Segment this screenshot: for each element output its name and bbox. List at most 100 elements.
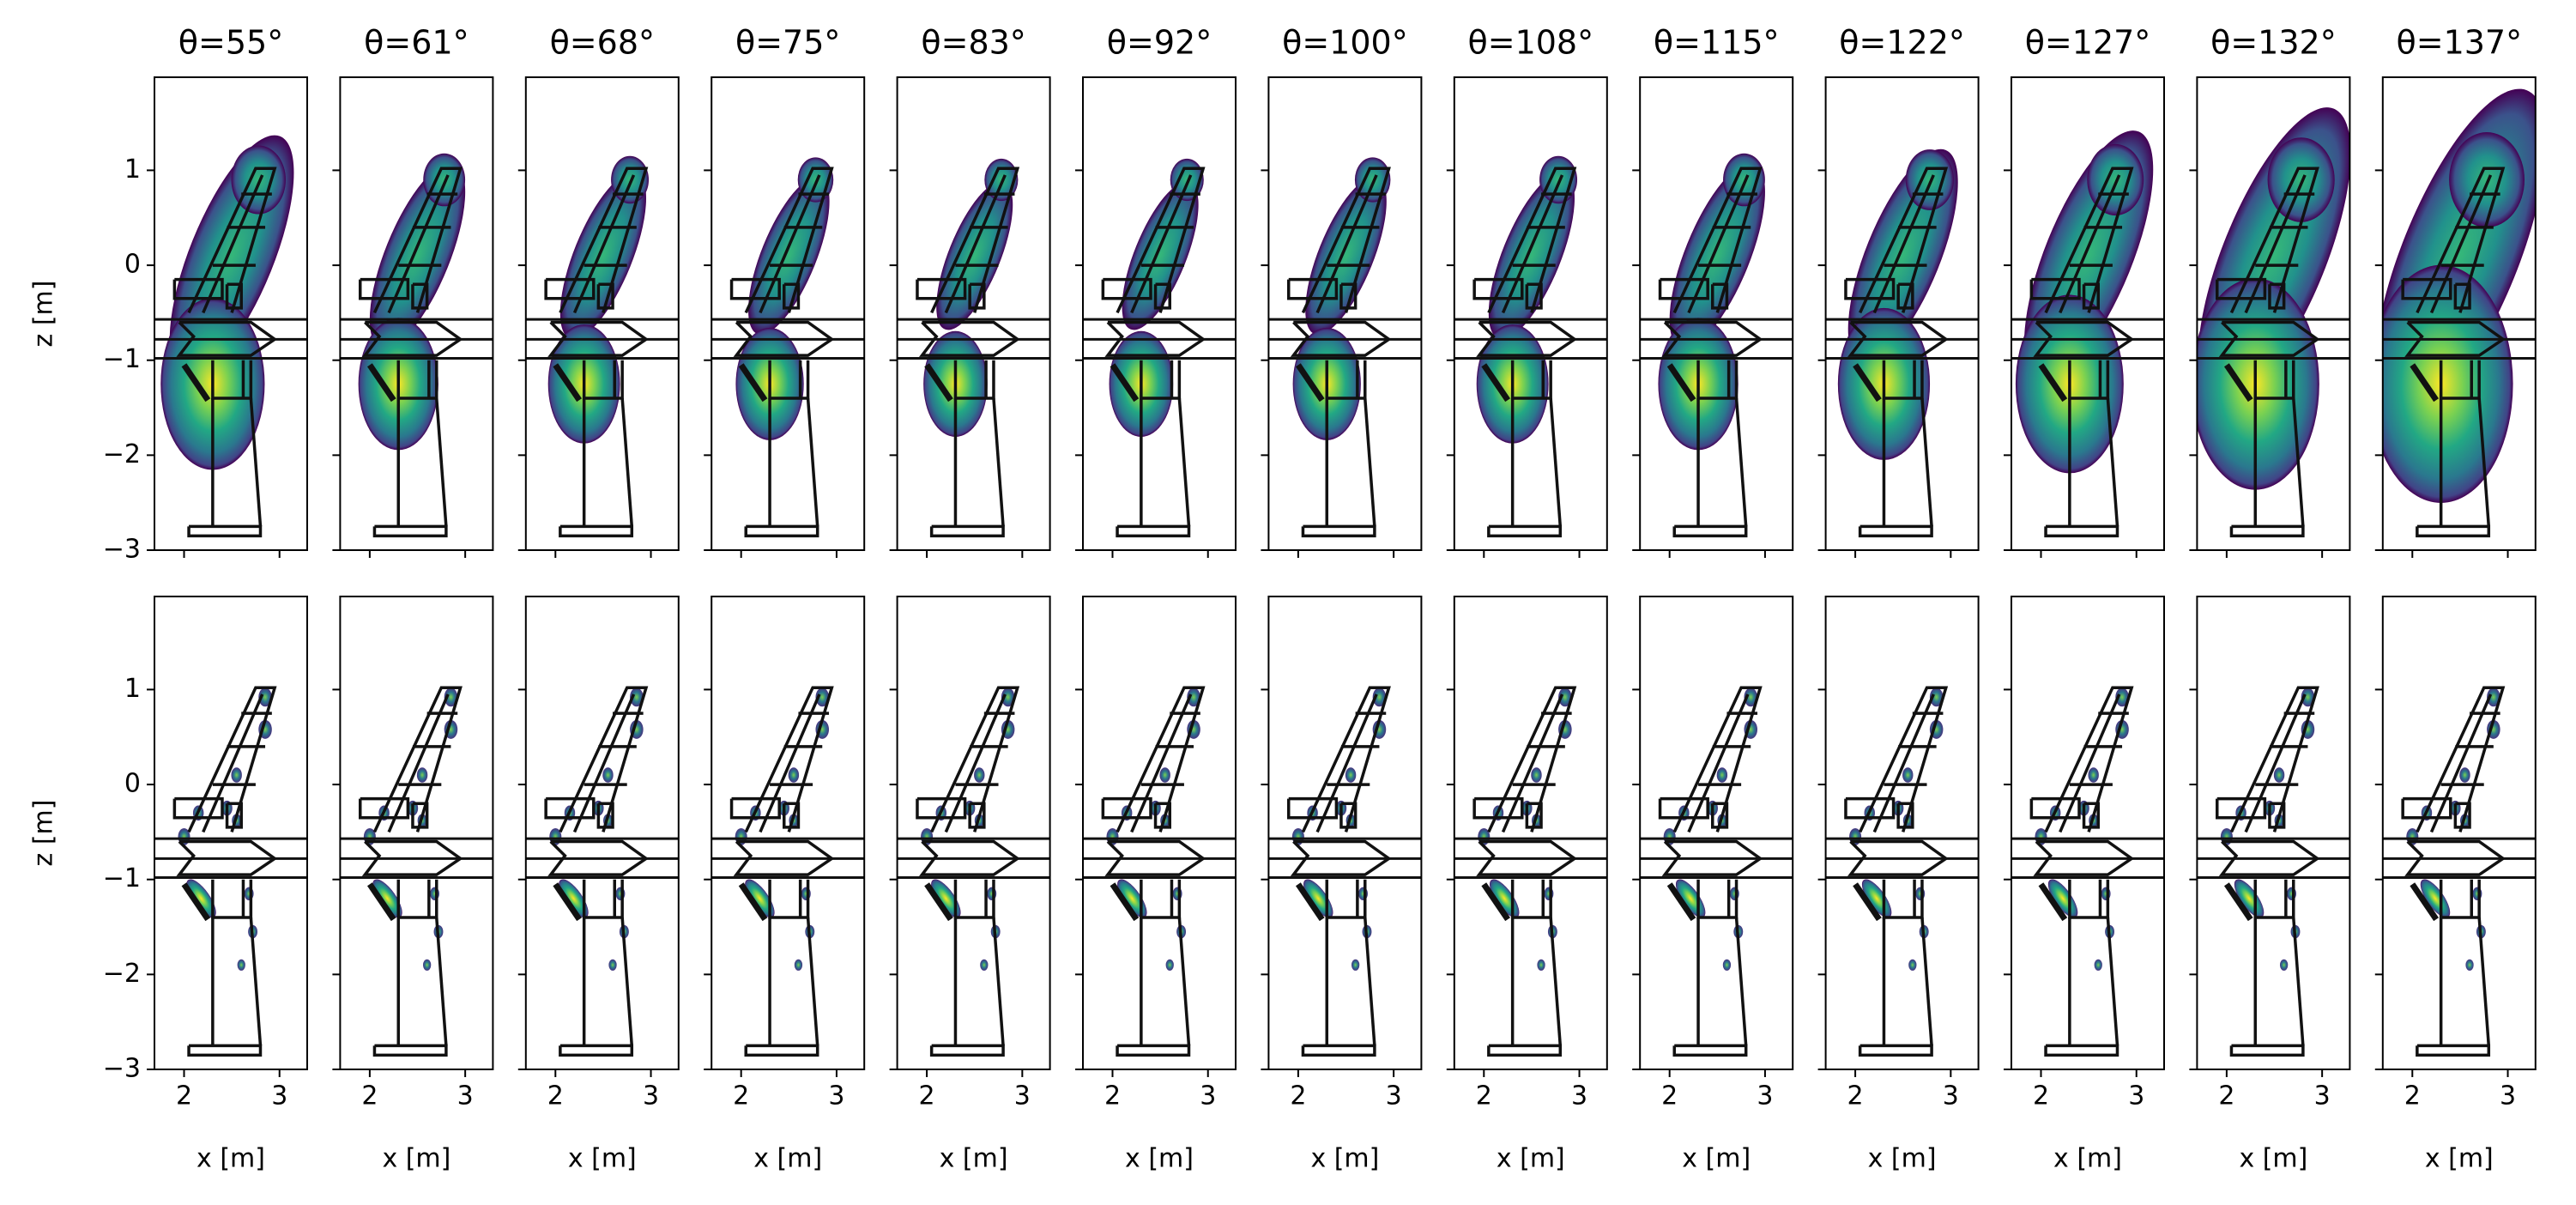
outline: [953, 360, 995, 400]
x-axis-label: x [m]: [1125, 1144, 1194, 1174]
x-axis-label: x [m]: [940, 1144, 1008, 1174]
axes-frame: [524, 596, 680, 1070]
outline: [249, 397, 263, 527]
x-tick-label: 3: [1386, 1081, 1402, 1111]
outline: [1325, 879, 1367, 919]
outline: [1287, 796, 1339, 820]
outline: [1110, 882, 1140, 922]
outline: [2401, 277, 2452, 300]
outline: [1525, 802, 1543, 829]
outline: [2044, 167, 2134, 314]
x-tick-label: 2: [1847, 1081, 1864, 1111]
panel: [1454, 155, 1607, 538]
heat-region: [2197, 278, 2319, 490]
outline: [2453, 802, 2471, 829]
axes-frame: [2196, 76, 2351, 551]
outline: [1501, 693, 1564, 833]
outline: [225, 282, 243, 310]
outline: [1859, 686, 1949, 833]
panel: [1825, 148, 1979, 538]
axes-frame: [2381, 596, 2537, 1070]
axes-frame: [1082, 596, 1237, 1070]
outline: [2216, 796, 2267, 820]
y-tick-label: −1: [103, 344, 141, 374]
x-tick-label: 2: [919, 1081, 935, 1111]
outline: [1711, 802, 1729, 829]
axes-frame: [1639, 596, 1794, 1070]
heat-spot: [237, 959, 245, 971]
outline: [2439, 360, 2481, 400]
outline: [1487, 524, 1563, 538]
x-tick-label: 2: [1661, 1081, 1678, 1111]
outline: [968, 802, 986, 829]
outline: [547, 320, 650, 357]
heat-spot: [2420, 879, 2451, 918]
outline: [2033, 839, 2135, 876]
outline: [553, 363, 582, 403]
outline: [768, 879, 810, 919]
x-tick-label: 2: [2218, 1081, 2234, 1111]
x-axis-label: x [m]: [2053, 1144, 2122, 1174]
outline: [1116, 1044, 1191, 1057]
outline: [1130, 174, 1193, 314]
heat-spot: [608, 959, 617, 971]
x-axis-label: x [m]: [1310, 1144, 1379, 1174]
outline: [1487, 167, 1577, 314]
x-axis-label: x [m]: [197, 1144, 265, 1174]
x-tick-label: 3: [1943, 1081, 1959, 1111]
panel-title: θ=100°: [1282, 24, 1408, 62]
outline: [929, 524, 1005, 538]
outline: [372, 524, 448, 538]
panel: [2382, 686, 2536, 1057]
heat-spot: [1117, 879, 1147, 918]
outline: [396, 879, 438, 919]
panel: [154, 686, 307, 1057]
heat-spot: [1351, 959, 1360, 971]
outline: [1116, 686, 1206, 833]
outline: [176, 839, 278, 876]
outline: [924, 363, 953, 403]
x-axis-label: x [m]: [2239, 1144, 2307, 1174]
x-axis-label: x [m]: [568, 1144, 637, 1174]
outline: [1116, 167, 1206, 314]
outline: [1847, 320, 1949, 357]
outline: [181, 882, 211, 922]
outline: [359, 796, 410, 820]
outline: [1104, 839, 1206, 876]
outline: [2410, 363, 2439, 403]
x-tick-label: 3: [643, 1081, 659, 1111]
heat-spot: [231, 767, 242, 783]
outline: [744, 167, 834, 314]
outline: [1896, 282, 1914, 310]
outline: [953, 879, 995, 919]
outline: [1301, 686, 1391, 833]
outline: [2416, 1044, 2491, 1057]
outline: [768, 360, 810, 400]
outline: [1364, 917, 1376, 1046]
x-tick-label: 2: [1290, 1081, 1306, 1111]
heat-spot: [186, 879, 216, 918]
outline: [1481, 882, 1510, 922]
outline: [1858, 524, 1933, 538]
heat-spot: [815, 687, 830, 707]
outline: [733, 839, 835, 876]
outline: [1315, 174, 1378, 314]
axes-frame: [1824, 76, 1980, 551]
outline: [2029, 796, 2081, 820]
outline: [1101, 796, 1152, 820]
outline: [372, 1044, 448, 1057]
x-tick-label: 3: [2500, 1081, 2516, 1111]
outline: [1295, 882, 1325, 922]
heat-spot: [1902, 767, 1914, 783]
outline: [944, 693, 1007, 833]
outline: [744, 524, 819, 538]
outline: [919, 839, 1020, 876]
panel: [2197, 686, 2350, 1057]
outline: [2229, 524, 2305, 538]
outline: [2244, 174, 2307, 314]
outline: [2477, 397, 2491, 527]
outline: [211, 879, 253, 919]
outline: [359, 277, 410, 300]
outline: [1658, 796, 1709, 820]
